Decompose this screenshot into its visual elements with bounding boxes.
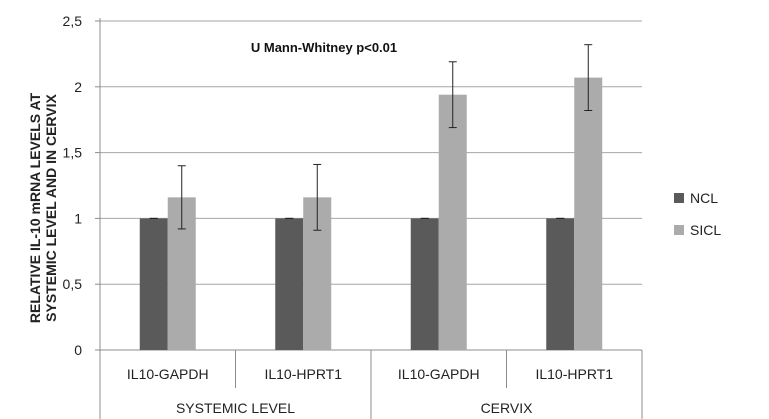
y-tick-label: 1,5 bbox=[63, 145, 83, 161]
y-axis-title-line-2: SYSTEMIC LEVEL AND IN CERVIX bbox=[43, 94, 59, 322]
y-axis-title: RELATIVE IL-10 mRNA LEVELS AT SYSTEMIC L… bbox=[27, 92, 59, 323]
x-category-label: IL10-HPRT1 bbox=[264, 366, 342, 382]
legend-swatch-sicl bbox=[674, 225, 684, 235]
bar-sicl bbox=[438, 94, 467, 350]
y-axis-title-line-1: RELATIVE IL-10 mRNA LEVELS AT bbox=[27, 92, 43, 323]
y-tick-label: 1 bbox=[74, 210, 82, 226]
x-category-label: IL10-HPRT1 bbox=[535, 366, 613, 382]
y-tick-label: 0 bbox=[74, 342, 82, 358]
axis-labels: 0 0,5 1 1,5 2 2,5 IL10-GAPDH IL10-HPRT1 IL10-GAP… bbox=[63, 13, 614, 416]
bar-ncl bbox=[410, 218, 439, 350]
bar-ncl bbox=[275, 218, 304, 350]
bars bbox=[139, 77, 603, 350]
legend-label-sicl: SICL bbox=[690, 222, 721, 238]
x-category-label: IL10-GAPDH bbox=[127, 366, 209, 382]
error-bars bbox=[149, 44, 593, 231]
annotation-text: U Mann-Whitney p<0.01 bbox=[251, 40, 397, 55]
y-tick-label: 2 bbox=[74, 79, 82, 95]
bar-sicl bbox=[574, 77, 603, 350]
legend-swatch-ncl bbox=[674, 193, 684, 203]
y-tick-label: 2,5 bbox=[63, 13, 83, 29]
legend: NCL SICL bbox=[674, 190, 721, 238]
bar-ncl bbox=[546, 218, 575, 350]
bar-ncl bbox=[139, 218, 168, 350]
x-group-label: SYSTEMIC LEVEL bbox=[176, 400, 295, 416]
legend-label-ncl: NCL bbox=[690, 190, 718, 206]
x-group-label: CERVIX bbox=[481, 400, 534, 416]
y-tick-label: 0,5 bbox=[63, 276, 83, 292]
x-category-label: IL10-GAPDH bbox=[398, 366, 480, 382]
